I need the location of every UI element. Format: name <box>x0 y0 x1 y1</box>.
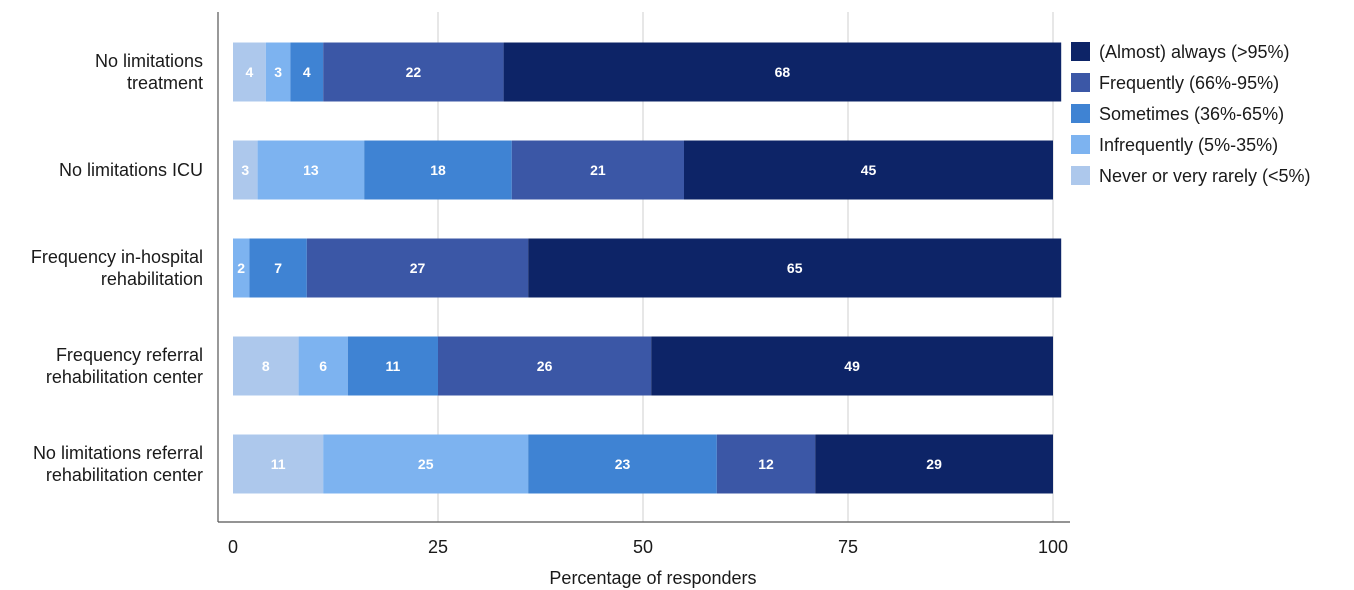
category-label: rehabilitation <box>101 269 203 289</box>
category-label: No limitations ICU <box>59 160 203 180</box>
bar-segment <box>249 238 307 298</box>
category-label: treatment <box>127 73 203 93</box>
data-label: 11 <box>271 456 286 472</box>
legend-label: Sometimes (36%-65%) <box>1099 104 1284 124</box>
category-label: rehabilitation center <box>46 367 203 387</box>
x-tick-label: 25 <box>428 537 448 557</box>
x-tick-labels: 0 25 50 75 100 <box>228 537 1068 557</box>
bar-segment <box>651 336 1053 396</box>
legend-swatch <box>1071 104 1090 123</box>
category-label: rehabilitation center <box>46 465 203 485</box>
bar-segment <box>716 434 816 494</box>
data-label: 13 <box>303 162 319 178</box>
category-label: Frequency in-hospital <box>31 247 203 267</box>
bar-segment <box>265 42 291 102</box>
legend-label: (Almost) always (>95%) <box>1099 42 1290 62</box>
x-tick-label: 75 <box>838 537 858 557</box>
legend-label: Frequently (66%-95%) <box>1099 73 1279 93</box>
bar-segment <box>233 434 324 494</box>
data-label: 2 <box>237 260 245 276</box>
data-label: 22 <box>406 64 422 80</box>
data-label: 3 <box>241 162 249 178</box>
bar-segment <box>528 238 1062 298</box>
category-label: Frequency referral <box>56 345 203 365</box>
x-axis-title: Percentage of responders <box>549 568 756 588</box>
x-tick-label: 0 <box>228 537 238 557</box>
legend-label: Never or very rarely (<5%) <box>1099 166 1311 186</box>
data-label: 12 <box>758 456 774 472</box>
bar-segment <box>233 336 299 396</box>
bar-segment <box>257 140 365 200</box>
legend-swatch <box>1071 42 1090 61</box>
data-label: 29 <box>926 456 942 472</box>
data-label: 26 <box>537 358 553 374</box>
data-label: 3 <box>274 64 282 80</box>
data-label: 45 <box>861 162 877 178</box>
legend-swatch <box>1071 166 1090 185</box>
bar-segment <box>684 140 1053 200</box>
bar-segment <box>528 434 717 494</box>
bar-segment <box>364 140 512 200</box>
data-label: 25 <box>418 456 434 472</box>
data-label: 4 <box>246 64 254 80</box>
data-label: 68 <box>775 64 791 80</box>
data-label: 8 <box>262 358 270 374</box>
data-label: 65 <box>787 260 803 276</box>
data-label: 27 <box>410 260 426 276</box>
bar-segment <box>323 42 504 102</box>
bar-segment <box>511 140 684 200</box>
bar-segment <box>306 238 529 298</box>
bar-segment <box>438 336 652 396</box>
bar-segment <box>815 434 1053 494</box>
legend-swatch <box>1071 135 1090 154</box>
data-label: 7 <box>274 260 282 276</box>
x-tick-label: 50 <box>633 537 653 557</box>
data-label: 21 <box>590 162 606 178</box>
data-label: 18 <box>430 162 446 178</box>
legend-label: Infrequently (5%-35%) <box>1099 135 1278 155</box>
data-label: 49 <box>844 358 860 374</box>
category-label: No limitations <box>95 51 203 71</box>
bar-segment <box>233 42 266 102</box>
x-tick-label: 100 <box>1038 537 1068 557</box>
data-label: 6 <box>319 358 327 374</box>
bar-segment <box>503 42 1062 102</box>
legend-swatch <box>1071 73 1090 92</box>
bar-segment <box>323 434 529 494</box>
bar-segment <box>233 238 250 298</box>
data-label: 4 <box>303 64 311 80</box>
bar-segment <box>347 336 438 396</box>
category-label: No limitations referral <box>33 443 203 463</box>
data-label: 11 <box>385 358 400 374</box>
bar-segment <box>298 336 348 396</box>
bar-segment <box>290 42 324 102</box>
bar-segment <box>233 140 258 200</box>
legend: (Almost) always (>95%) Frequently (66%-95… <box>1071 42 1311 186</box>
data-label: 23 <box>615 456 631 472</box>
